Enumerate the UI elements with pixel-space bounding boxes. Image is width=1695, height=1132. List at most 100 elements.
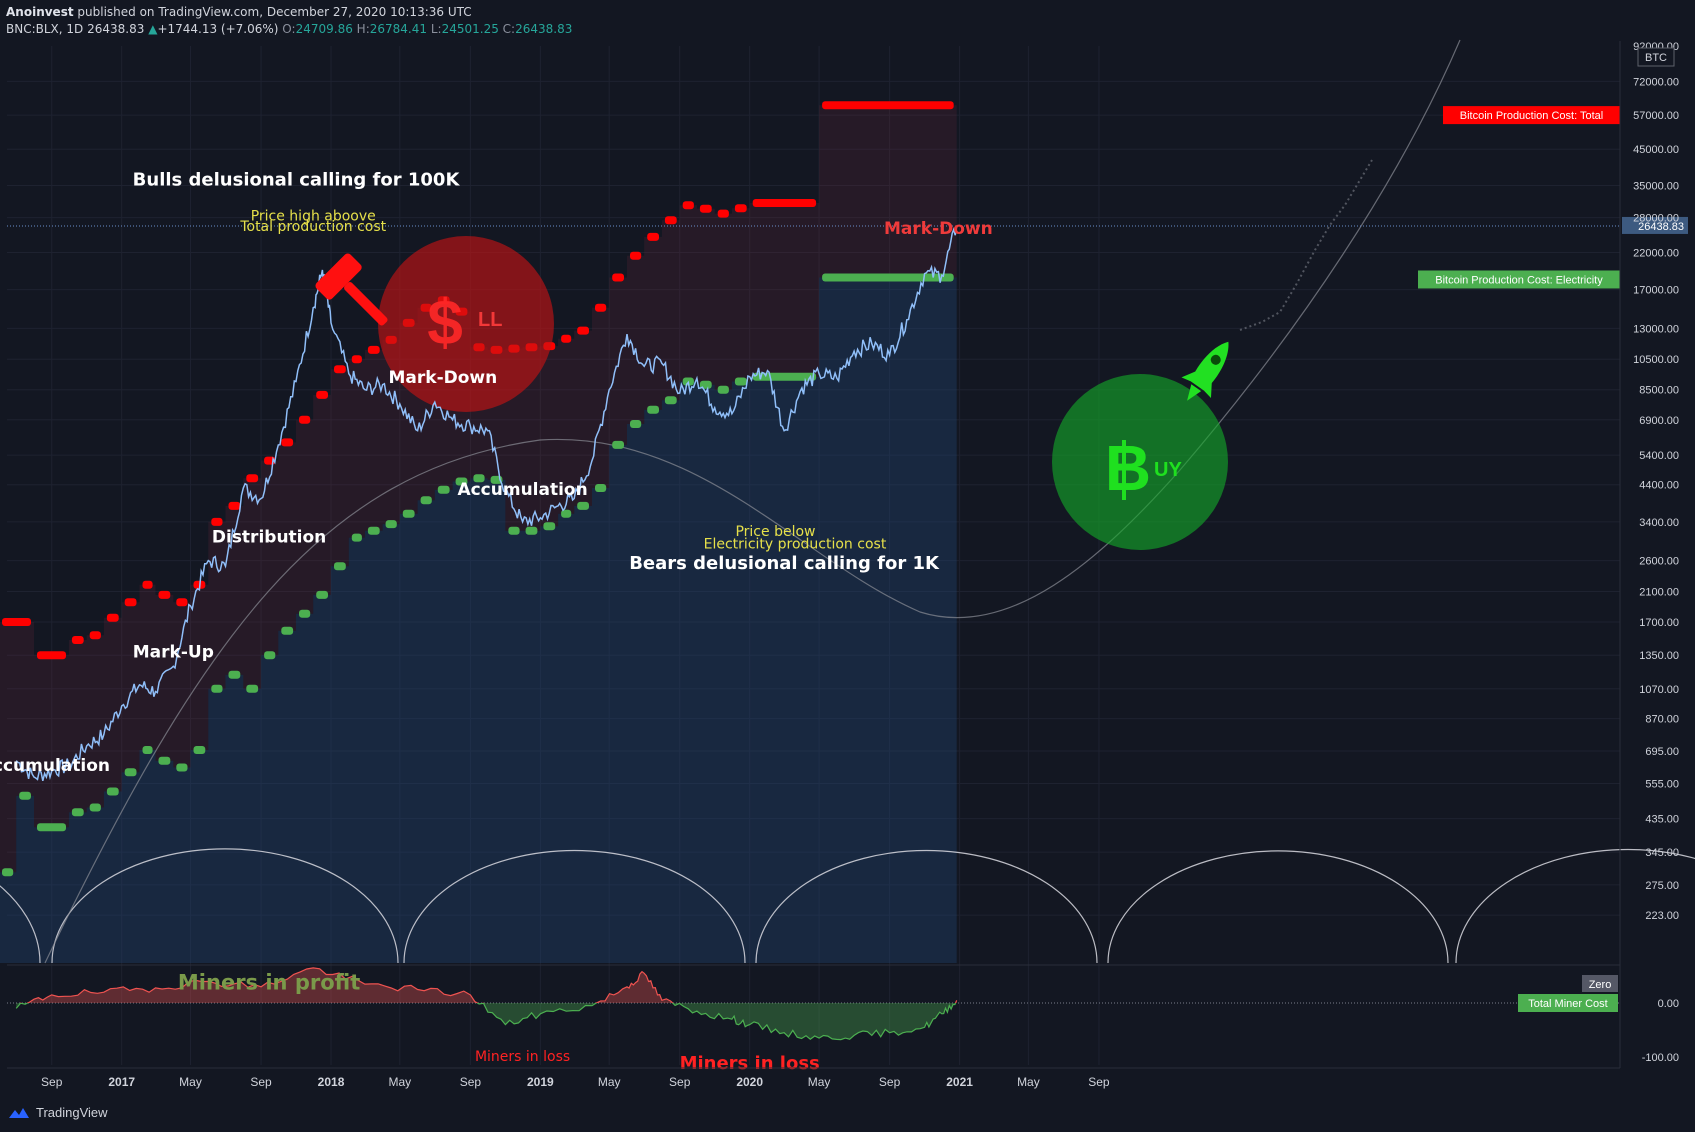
electricity-cost-bar: [717, 385, 729, 394]
y-tick-label: 6900.00: [1639, 415, 1679, 427]
electricity-cost-bar: [455, 477, 468, 486]
rocket-flame: [1187, 384, 1202, 401]
chart-annotation: Price high aboove: [251, 208, 376, 224]
y-tick-label: 275.00: [1645, 880, 1679, 892]
total-cost-bar: [561, 334, 572, 343]
chart-annotation: Mark-Up: [133, 642, 214, 662]
current-price-label: 26438.83: [1638, 221, 1684, 233]
electricity-cost-bar: [89, 803, 101, 812]
total-cost-bar: [37, 651, 66, 660]
electricity-cost-bar: [176, 763, 188, 772]
chart-annotation: Mark-Down: [884, 219, 993, 239]
chart-annotation: Mark-Down: [388, 368, 497, 388]
pane-annotation: Miners in loss: [680, 1053, 820, 1074]
currency-label: BTC: [1645, 52, 1667, 64]
total-cost-bar: [612, 273, 624, 282]
chart-annotation: Accumulation: [0, 756, 110, 776]
y-tick-label: 1700.00: [1639, 617, 1679, 629]
electricity-cost-bar: [158, 756, 171, 765]
rocket-icon: [1181, 341, 1229, 401]
y-tick-label: 2100.00: [1639, 586, 1679, 598]
y-tick-label: 1070.00: [1639, 684, 1679, 696]
gavel-icon: [315, 253, 388, 326]
total-cost-bar: [699, 204, 712, 213]
total-cost-bar: [89, 631, 101, 640]
chart-annotation: Bears delusional calling for 1K: [629, 553, 940, 574]
total-cost-bar: [316, 390, 328, 399]
electricity-cost-bar: [577, 501, 589, 510]
y-tick-label: 1350.00: [1639, 650, 1679, 662]
electricity-cost-bar: [124, 768, 137, 777]
x-tick-label: 2018: [318, 1075, 345, 1089]
gavel-handle: [344, 282, 388, 326]
electricity-cost-bar: [142, 746, 153, 754]
total-cost-bar: [246, 474, 259, 483]
electricity-cost-bar: [630, 420, 642, 428]
electricity-cost-bar: [752, 372, 817, 381]
total-cost-bar: [281, 438, 294, 447]
author-name[interactable]: Anoinvest: [6, 5, 74, 19]
total-cost-bar: [299, 415, 311, 424]
y-tick-label: 345.00: [1645, 847, 1679, 859]
cycle-arc: [1455, 848, 1695, 964]
low-label: L:: [430, 22, 442, 36]
pane-annotation: Miners in loss: [475, 1049, 570, 1065]
tradingview-logo-icon: [9, 1107, 29, 1118]
electricity-cost-bar: [351, 533, 362, 542]
fractal-projection: [1239, 159, 1373, 331]
electricity-cost-bar: [19, 791, 31, 800]
price-line: [15, 225, 958, 781]
x-tick-label: May: [179, 1075, 202, 1089]
total-cost-bar: [717, 209, 729, 218]
chart-annotation: Total production cost: [239, 219, 386, 235]
total-cost-bar: [682, 201, 694, 210]
x-tick-label: 2021: [946, 1075, 973, 1089]
chart-annotation: Distribution: [212, 527, 326, 547]
electricity-cost-bar: [525, 526, 538, 535]
loss-line: [15, 1003, 957, 1041]
y-tick-label: 695.00: [1645, 746, 1679, 758]
price-label-box: [1443, 106, 1620, 125]
x-tick-label: Sep: [41, 1075, 63, 1089]
electricity-cost-bar: [299, 609, 311, 618]
loss-area: [16, 1003, 957, 1040]
cycle-arc: [403, 849, 746, 964]
sell-badge-suffix: LL: [478, 309, 502, 331]
electricity-cost-bar: [334, 562, 346, 571]
rocket-fins: [1181, 369, 1212, 398]
electricity-cost-bar: [612, 440, 624, 449]
tradingview-footer[interactable]: TradingView: [8, 1105, 108, 1120]
y-tick-label: 35000.00: [1633, 180, 1679, 192]
electricity-cost-bar: [508, 526, 520, 535]
electricity-cost-bar: [822, 273, 954, 282]
x-tick-label: Sep: [250, 1075, 272, 1089]
y-tick-label: 5400.00: [1639, 450, 1679, 462]
current-price-tag: [1622, 216, 1688, 234]
low-value: 24501.25: [441, 22, 499, 36]
gavel-head: [315, 253, 362, 300]
x-tick-label: May: [1017, 1075, 1040, 1089]
rocket-body: [1190, 341, 1229, 391]
y-tick-label: 28000.00: [1633, 213, 1679, 225]
electricity-cost-bar: [193, 746, 206, 754]
total-cost-bar: [176, 598, 188, 607]
x-tick-label: 2020: [736, 1075, 763, 1089]
ohlc-line: BNC:BLX, 1D 26438.83 ▲+1744.13 (+7.06%) …: [6, 22, 572, 36]
total-cost-bar: [158, 590, 171, 599]
y-tick-label: 870.00: [1645, 714, 1679, 726]
symbol-label[interactable]: BNC:BLX, 1D: [6, 22, 84, 36]
publish-info: published on TradingView.com, December 2…: [77, 5, 472, 19]
total-cost-bar: [752, 199, 817, 207]
y-tick-label: 4400.00: [1639, 480, 1679, 492]
total-cost-bar: [142, 580, 153, 589]
profit-area: [16, 967, 957, 1003]
close-value: 26438.83: [515, 22, 573, 36]
y-tick-label: 17000.00: [1633, 285, 1679, 297]
x-tick-label: May: [598, 1075, 621, 1089]
sub-y-tick-label: -100.00: [1642, 1052, 1679, 1064]
y-tick-label: 10500.00: [1633, 354, 1679, 366]
x-tick-label: Sep: [1088, 1075, 1110, 1089]
total-cost-bar: [211, 517, 223, 526]
total-cost-bar: [334, 365, 346, 374]
